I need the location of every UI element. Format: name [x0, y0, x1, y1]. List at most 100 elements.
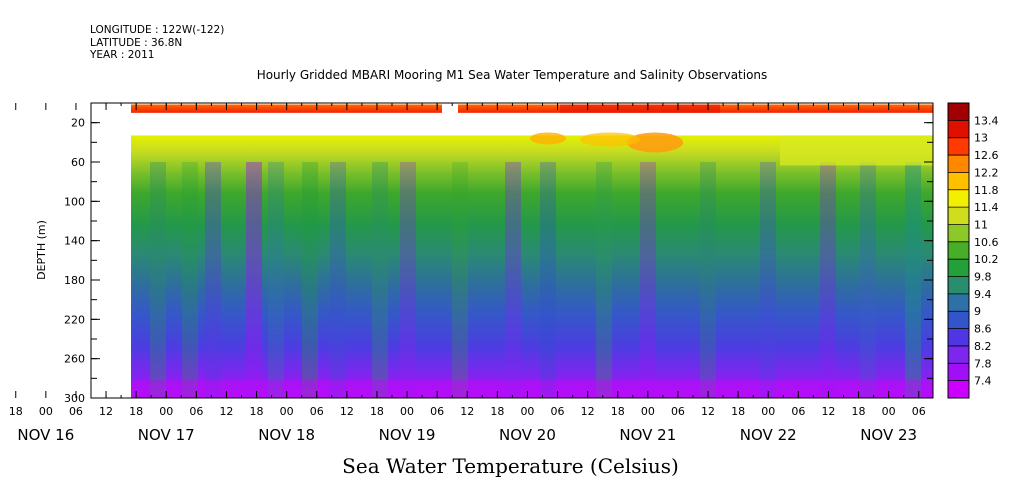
colorbar-swatch	[948, 207, 969, 225]
x-date-label: NOV 19	[379, 426, 436, 444]
y-tick-label: 60	[71, 156, 85, 169]
colorbar-swatch	[948, 172, 969, 191]
x-hour-label: 18	[731, 405, 745, 418]
field-streak	[505, 162, 521, 398]
colorbar-label: 13	[974, 132, 988, 145]
colorbar-label: 9.8	[974, 271, 992, 284]
colorbar-swatch	[948, 241, 969, 260]
colorbar-swatch	[948, 103, 969, 121]
colorbar-label: 11.8	[974, 184, 999, 197]
colorbar-swatch	[948, 293, 969, 312]
x-hour-label: 12	[701, 405, 715, 418]
x-hour-label: 12	[821, 405, 835, 418]
y-tick-label: 140	[64, 235, 85, 248]
x-hour-label: 18	[611, 405, 625, 418]
colorbar-swatch	[948, 189, 969, 208]
field-streak	[860, 162, 876, 398]
x-hour-label: 00	[520, 405, 534, 418]
x-hour-label: 00	[882, 405, 896, 418]
colorbar-label: 10.2	[974, 253, 999, 266]
x-hour-label: 06	[69, 405, 83, 418]
cool-band	[780, 135, 933, 166]
x-hour-label: 06	[791, 405, 805, 418]
field-streak	[540, 162, 556, 398]
colorbar-swatch	[948, 137, 969, 156]
y-tick-label: 100	[64, 195, 85, 208]
x-hour-label: 00	[400, 405, 414, 418]
colorbar-swatch	[948, 224, 969, 243]
warm-patch	[627, 132, 683, 153]
colorbar-swatch	[948, 345, 969, 364]
latitude-label: LATITUDE : 36.8N	[90, 36, 183, 49]
x-hour-label: 12	[460, 405, 474, 418]
year-label: YEAR : 2011	[90, 49, 155, 61]
colorbar-swatch	[948, 155, 969, 173]
y-tick-label: 180	[64, 274, 85, 287]
chart-title: Hourly Gridded MBARI Mooring M1 Sea Wate…	[256, 68, 768, 82]
deep-layer	[131, 380, 933, 398]
y-axis-title: DEPTH (m)	[35, 220, 48, 280]
colorbar-swatch	[948, 259, 969, 278]
x-hour-label: 00	[641, 405, 655, 418]
y-tick-label: 220	[64, 313, 85, 326]
x-date-label: NOV 23	[860, 426, 917, 444]
colorbar-label: 11.4	[974, 201, 999, 214]
x-date-label: NOV 18	[258, 426, 315, 444]
colorbar-label: 11	[974, 218, 988, 231]
x-date-label: NOV 22	[740, 426, 797, 444]
field-streak	[596, 162, 612, 398]
colorbar-label: 12.2	[974, 166, 999, 179]
temperature-field	[131, 135, 933, 398]
colorbar-label: 8.6	[974, 323, 992, 336]
colorbar-label: 9	[974, 305, 981, 318]
x-hour-label: 12	[581, 405, 595, 418]
x-hour-label: 18	[129, 405, 143, 418]
x-hour-label: 00	[39, 405, 53, 418]
y-tick-label: 260	[64, 353, 85, 366]
surface-warm	[560, 104, 720, 113]
x-hour-label: 00	[280, 405, 294, 418]
x-date-label: NOV 16	[17, 426, 74, 444]
colorbar-swatch	[948, 363, 969, 382]
colorbar-label: 7.8	[974, 357, 992, 370]
warm-patch	[580, 132, 640, 147]
colorbar-label: 12.6	[974, 149, 999, 162]
field-streak	[268, 162, 284, 398]
x-date-label: NOV 20	[499, 426, 556, 444]
y-tick-label: 300	[64, 392, 85, 405]
colorbar-label: 13.4	[974, 114, 999, 127]
x-hour-label: 12	[219, 405, 233, 418]
warm-patch	[530, 132, 566, 145]
field-streak	[302, 162, 318, 398]
x-date-label: NOV 17	[138, 426, 195, 444]
colorbar-label: 9.4	[974, 288, 992, 301]
colorbar-label: 10.6	[974, 236, 999, 249]
x-hour-label: 06	[310, 405, 324, 418]
colorbar-label: 8.2	[974, 340, 992, 353]
y-tick-label: 20	[71, 117, 85, 130]
field-streak	[640, 162, 656, 398]
x-hour-label: 06	[671, 405, 685, 418]
x-hour-label: 06	[430, 405, 444, 418]
colorbar-title: Sea Water Temperature (Celsius)	[342, 454, 679, 478]
colorbar-swatch	[948, 276, 969, 295]
colorbar-swatch	[948, 311, 969, 330]
x-hour-label: 06	[912, 405, 926, 418]
field-streak	[372, 162, 388, 398]
x-hour-label: 18	[852, 405, 866, 418]
field-streak	[205, 162, 221, 398]
field-streak	[246, 162, 262, 398]
field-streak	[905, 162, 921, 398]
metadata-block: LONGITUDE : 122W(-122) LATITUDE : 36.8N …	[90, 24, 224, 62]
x-hour-label: 06	[189, 405, 203, 418]
x-date-label: NOV 21	[619, 426, 676, 444]
x-hour-label: 18	[9, 405, 23, 418]
field-streak	[452, 162, 468, 398]
x-hour-label: 06	[551, 405, 565, 418]
field-streak	[150, 162, 166, 398]
colorbar-frame	[947, 102, 970, 399]
longitude-label: LONGITUDE : 122W(-122)	[90, 24, 225, 36]
field-streak	[182, 162, 198, 398]
x-hour-label: 00	[159, 405, 173, 418]
